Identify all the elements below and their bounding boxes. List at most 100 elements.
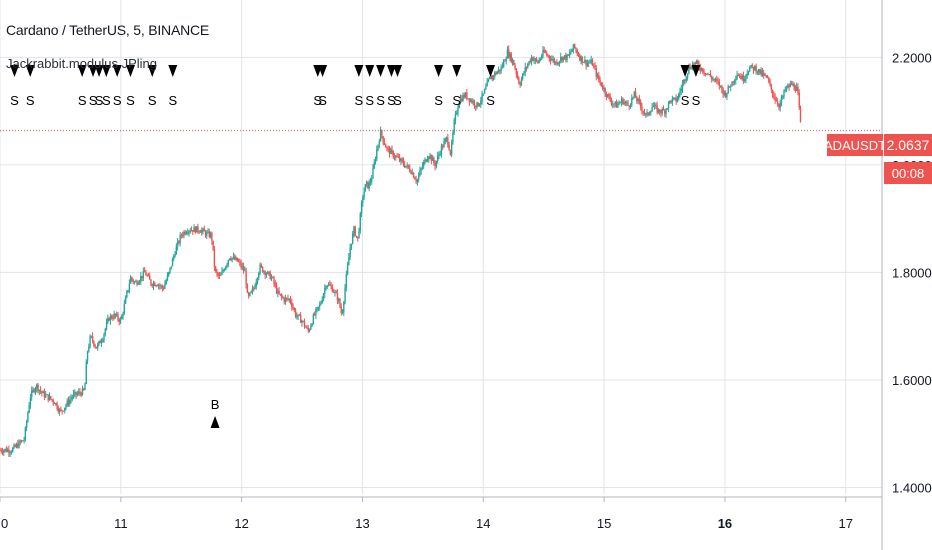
candle-body bbox=[589, 62, 591, 64]
candle-body bbox=[358, 230, 360, 238]
candle-body bbox=[642, 110, 644, 113]
candle-body bbox=[367, 181, 369, 189]
sell-signal-label: S bbox=[355, 93, 364, 108]
candle-body bbox=[567, 54, 570, 56]
candle-body bbox=[355, 235, 358, 237]
candle-body bbox=[113, 313, 115, 319]
candle-body bbox=[741, 75, 743, 80]
candle-body bbox=[636, 97, 638, 101]
candle-body bbox=[594, 65, 596, 69]
candle-body bbox=[62, 410, 65, 412]
candle-body bbox=[681, 83, 684, 89]
candle-body bbox=[419, 170, 421, 176]
sell-signal-marker bbox=[486, 65, 496, 77]
y-tick-label: 2.2000 bbox=[892, 50, 932, 65]
candle-body bbox=[102, 339, 104, 342]
candle-body bbox=[42, 391, 44, 394]
candle-body bbox=[241, 266, 244, 268]
candle-body bbox=[223, 269, 226, 271]
candle-body bbox=[406, 164, 408, 167]
candle-body bbox=[771, 89, 774, 96]
candle-body bbox=[675, 97, 677, 102]
candle-body bbox=[152, 282, 155, 287]
candle-body bbox=[235, 257, 237, 260]
candle-body bbox=[95, 346, 98, 349]
candle-body bbox=[475, 105, 477, 108]
candle-body bbox=[742, 75, 745, 82]
sell-signal-label: S bbox=[26, 93, 35, 108]
candle-body bbox=[178, 241, 180, 243]
candle-body bbox=[340, 307, 342, 313]
candle-body bbox=[629, 104, 632, 107]
candle-body bbox=[563, 55, 566, 57]
candle-body bbox=[763, 73, 765, 76]
candle-body bbox=[653, 104, 656, 107]
candle-body bbox=[353, 226, 355, 234]
candle-body bbox=[209, 232, 212, 237]
sell-signal-label: S bbox=[313, 93, 322, 108]
candle-body bbox=[541, 56, 543, 59]
candle-body bbox=[384, 144, 387, 148]
candle-body bbox=[228, 258, 231, 261]
candle-body bbox=[454, 113, 457, 121]
candle-body bbox=[22, 440, 24, 442]
candle-body bbox=[155, 285, 157, 287]
candle-body bbox=[485, 86, 487, 90]
candle-body bbox=[156, 285, 159, 287]
candle-body bbox=[381, 129, 383, 137]
candle-body bbox=[98, 341, 100, 345]
candle-body bbox=[222, 270, 224, 272]
candle-body bbox=[732, 81, 734, 83]
candle-body bbox=[255, 281, 257, 287]
candle-body bbox=[618, 103, 620, 105]
candle-body bbox=[587, 62, 590, 64]
candle-body bbox=[424, 159, 426, 163]
candle-body bbox=[187, 232, 189, 234]
candle-body bbox=[119, 318, 122, 322]
candle-body bbox=[364, 184, 367, 192]
candle-body bbox=[91, 336, 94, 342]
candle-body bbox=[72, 393, 75, 397]
candle-body bbox=[286, 297, 288, 299]
candle-body bbox=[164, 283, 166, 289]
candle-body bbox=[81, 388, 84, 396]
candle-body bbox=[140, 275, 142, 282]
candle-body bbox=[398, 157, 401, 162]
candle-body bbox=[365, 181, 368, 185]
candle-body bbox=[693, 63, 695, 65]
candle-body bbox=[690, 68, 693, 70]
candle-body bbox=[372, 168, 374, 179]
candle-body bbox=[344, 287, 346, 302]
candle-body bbox=[13, 445, 15, 449]
candle-body bbox=[440, 145, 443, 154]
candle-body bbox=[3, 450, 5, 453]
candle-body bbox=[160, 285, 162, 287]
candle-body bbox=[105, 322, 108, 329]
candle-body bbox=[473, 101, 476, 106]
candle-body bbox=[627, 102, 629, 106]
candle-body bbox=[0, 449, 1, 451]
candle-body bbox=[647, 112, 649, 115]
sell-signal-label: S bbox=[365, 93, 374, 108]
candle-body bbox=[34, 388, 37, 392]
candle-body bbox=[341, 312, 344, 314]
candle-body bbox=[674, 97, 676, 99]
candle-body bbox=[47, 394, 49, 401]
candle-body bbox=[383, 141, 386, 145]
candle-body bbox=[520, 79, 523, 86]
candle-body bbox=[783, 90, 785, 97]
candle-body bbox=[86, 351, 89, 362]
candle-body bbox=[511, 59, 514, 62]
sell-signal-label: S bbox=[10, 93, 19, 108]
sell-signal-label: S bbox=[78, 93, 87, 108]
candle-body bbox=[359, 213, 361, 231]
candles bbox=[0, 43, 802, 457]
candle-body bbox=[769, 81, 771, 85]
candle-body bbox=[414, 177, 416, 180]
candle-body bbox=[24, 427, 27, 440]
y-tick-label: 1.8000 bbox=[892, 265, 932, 280]
candle-body bbox=[756, 71, 759, 73]
candle-body bbox=[499, 69, 501, 72]
candle-body bbox=[521, 73, 524, 80]
